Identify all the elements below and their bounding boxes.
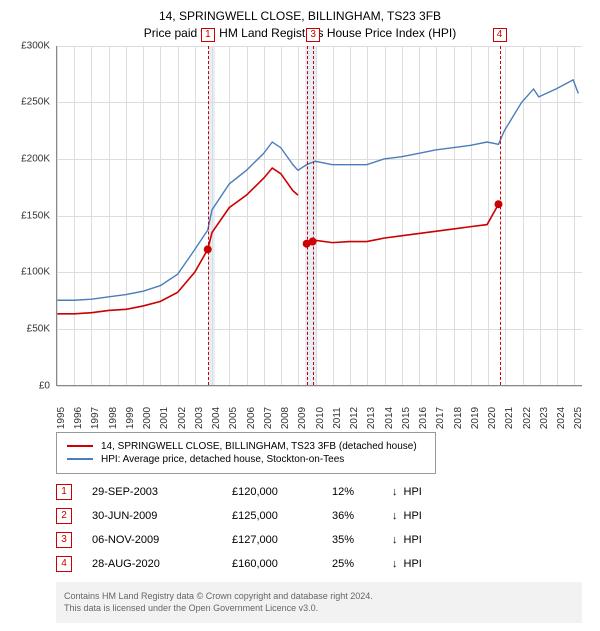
transaction-date: 30-JUN-2009 [92,510,232,522]
x-tick-label: 2023 [539,406,550,428]
down-arrow-icon: ↓ [392,534,398,546]
y-tick-label: £200K [21,153,50,164]
down-arrow-icon: ↓ [392,486,398,498]
footer-attribution: Contains HM Land Registry data © Crown c… [56,582,582,623]
transaction-suffix: HPI [404,486,422,498]
transaction-suffix: HPI [404,510,422,522]
x-tick-label: 2011 [332,407,343,429]
legend-item: 14, SPRINGWELL CLOSE, BILLINGHAM, TS23 3… [67,441,425,452]
transaction-pct: 25% [332,558,392,570]
series-line [307,204,499,243]
legend-item: HPI: Average price, detached house, Stoc… [67,454,425,465]
x-tick-label: 2014 [384,406,395,428]
x-tick-label: 1998 [108,406,119,428]
x-tick-label: 1996 [73,406,84,428]
transaction-price: £127,000 [232,534,332,546]
x-tick-label: 2007 [263,406,274,428]
down-arrow-icon: ↓ [392,558,398,570]
transaction-row: 4 28-AUG-2020£160,00025%↓ HPI [56,556,592,572]
x-tick-label: 2001 [159,406,170,428]
x-tick-label: 2002 [177,406,188,428]
data-point-marker [494,200,502,208]
event-marker: 4 [493,28,507,42]
y-tick-label: £250K [21,97,50,108]
x-tick-label: 2004 [211,406,222,428]
transaction-row: 2 30-JUN-2009£125,00036%↓ HPI [56,508,592,524]
title-line1: 14, SPRINGWELL CLOSE, BILLINGHAM, TS23 3… [8,8,592,25]
x-tick-label: 1997 [90,406,101,428]
x-tick-label: 2019 [470,406,481,428]
chart-svg [57,46,582,385]
x-tick-label: 2024 [556,406,567,428]
x-tick-label: 1995 [56,406,67,428]
transaction-number: 1 [56,484,72,500]
y-tick-label: £0 [39,380,50,391]
x-tick-label: 2013 [366,406,377,428]
chart-container: £0£50K£100K£150K£200K£250K£300K 134 1995… [8,46,592,426]
transaction-number: 2 [56,508,72,524]
x-tick-label: 2000 [142,406,153,428]
legend-swatch [67,445,93,447]
y-axis: £0£50K£100K£150K£200K£250K£300K [8,46,52,386]
y-tick-label: £100K [21,267,50,278]
transaction-date: 29-SEP-2003 [92,486,232,498]
x-axis: 1995 1996 1997 1998 1999 2000 2001 2002 2003 2004… [56,390,582,426]
transaction-suffix: HPI [404,558,422,570]
x-tick-label: 2006 [246,406,257,428]
transaction-row: 3 06-NOV-2009£127,00035%↓ HPI [56,532,592,548]
transaction-row: 1 29-SEP-2003£120,00012%↓ HPI [56,484,592,500]
legend-label: 14, SPRINGWELL CLOSE, BILLINGHAM, TS23 3… [101,441,417,452]
x-tick-label: 2003 [194,406,205,428]
x-tick-label: 1999 [125,406,136,428]
transaction-number: 4 [56,556,72,572]
legend-label: HPI: Average price, detached house, Stoc… [101,454,344,465]
footer-line2: This data is licensed under the Open Gov… [64,602,574,615]
x-tick-label: 2012 [349,406,360,428]
x-tick-label: 2025 [573,406,584,428]
y-tick-label: £300K [21,40,50,51]
legend-box: 14, SPRINGWELL CLOSE, BILLINGHAM, TS23 3… [56,432,436,474]
x-tick-label: 2015 [401,406,412,428]
x-tick-label: 2016 [418,406,429,428]
transactions-table: 129-SEP-2003£120,00012%↓HPI230-JUN-2009£… [56,484,592,572]
transaction-date: 28-AUG-2020 [92,558,232,570]
legend-swatch [67,458,93,460]
transaction-pct: 35% [332,534,392,546]
transaction-date: 06-NOV-2009 [92,534,232,546]
x-tick-label: 2022 [522,406,533,428]
y-tick-label: £150K [21,210,50,221]
transaction-pct: 36% [332,510,392,522]
x-tick-label: 2021 [504,406,515,428]
x-tick-label: 2005 [228,406,239,428]
x-tick-label: 2008 [280,406,291,428]
transaction-suffix: HPI [404,534,422,546]
series-line [57,168,298,314]
transaction-price: £125,000 [232,510,332,522]
event-marker: 1 [201,28,215,42]
transaction-number: 3 [56,532,72,548]
down-arrow-icon: ↓ [392,510,398,522]
event-marker: 3 [306,28,320,42]
x-tick-label: 2018 [453,406,464,428]
x-tick-label: 2010 [315,406,326,428]
x-tick-label: 2009 [297,406,308,428]
x-tick-label: 2017 [435,406,446,428]
x-tick-label: 2020 [487,406,498,428]
transaction-price: £160,000 [232,558,332,570]
plot-area: 134 [56,46,582,386]
footer-line1: Contains HM Land Registry data © Crown c… [64,590,574,603]
transaction-pct: 12% [332,486,392,498]
y-tick-label: £50K [27,323,50,334]
transaction-price: £120,000 [232,486,332,498]
